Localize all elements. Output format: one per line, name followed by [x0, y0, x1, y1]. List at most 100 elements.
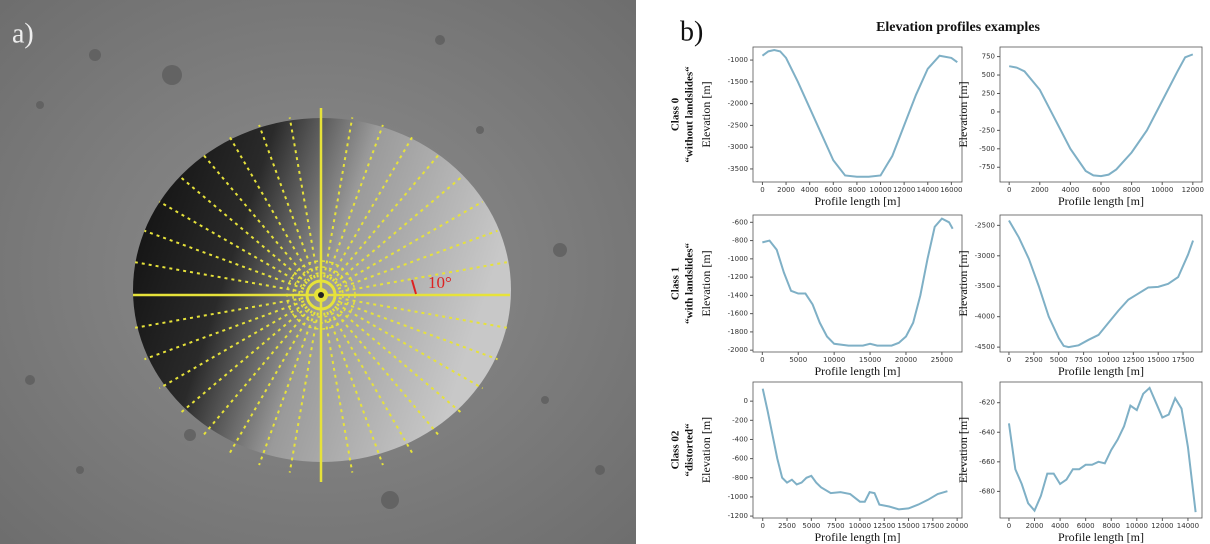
ray: [337, 300, 498, 361]
x-tick-label: 6000: [824, 186, 842, 194]
x-tick-label: 6000: [1092, 186, 1110, 194]
y-axis-label: Elevation [m]: [956, 417, 970, 483]
ray: [134, 261, 304, 293]
profile-line: [761, 388, 948, 511]
x-axis-label: Profile length [m]: [815, 194, 901, 208]
x-tick-label: 0: [1007, 186, 1011, 194]
x-tick-label: 15000: [859, 356, 881, 364]
x-tick-label: 2000: [777, 186, 795, 194]
x-tick-label: 12000: [893, 186, 915, 194]
y-tick-label: -1500: [728, 78, 748, 86]
x-tick-label: 0: [760, 186, 764, 194]
x-tick-label: 6000: [1077, 522, 1095, 530]
x-tick-label: 17500: [1172, 356, 1194, 364]
y-tick-label: -2000: [728, 100, 748, 108]
x-tick-label: 20000: [946, 522, 968, 530]
y-axis-label: Elevation [m]: [956, 250, 970, 316]
y-tick-label: -3000: [728, 143, 748, 151]
x-axis-label: Profile length [m]: [815, 530, 901, 544]
class-label: Class 02: [670, 430, 682, 469]
ray: [158, 200, 306, 287]
x-tick-label: 5000: [789, 356, 807, 364]
profile-line: [1007, 386, 1197, 513]
x-tick-label: 0: [1007, 522, 1011, 530]
x-tick-label: 8000: [1123, 186, 1141, 194]
x-tick-label: 4000: [1051, 522, 1069, 530]
x-tick-label: 15000: [897, 522, 919, 530]
x-tick-label: 14000: [1177, 522, 1199, 530]
profile-line: [761, 49, 958, 178]
y-tick-label: -1400: [728, 291, 748, 299]
x-tick-label: 10000: [1097, 356, 1119, 364]
x-tick-label: 0: [1007, 356, 1011, 364]
profile-line: [1008, 219, 1194, 349]
ray: [338, 261, 508, 293]
x-tick-label: 17500: [922, 522, 944, 530]
x-tick-label: 4000: [801, 186, 819, 194]
y-axis-label: Elevation [m]: [956, 81, 970, 147]
y-tick-label: -1600: [728, 310, 748, 318]
x-tick-label: 0: [760, 522, 764, 530]
y-tick-label: -1000: [728, 493, 748, 501]
y-tick-label: -3000: [975, 252, 995, 260]
x-tick-label: 7500: [827, 522, 845, 530]
x-tick-label: 0: [760, 356, 764, 364]
ray: [258, 124, 316, 279]
ray: [144, 300, 305, 361]
y-axis-label: Elevation [m]: [699, 81, 713, 147]
ray: [337, 229, 498, 290]
figure-title: Elevation profiles examples: [876, 20, 1040, 35]
y-axis-label: Elevation [m]: [699, 417, 713, 483]
ray: [323, 312, 354, 473]
y-tick-label: 250: [982, 89, 995, 97]
x-axis-label: Profile length [m]: [815, 364, 901, 378]
ray: [336, 303, 484, 390]
ray: [288, 312, 319, 473]
panel-label: a): [12, 18, 34, 49]
plot-frame: [752, 381, 963, 519]
x-tick-label: 4000: [1061, 186, 1079, 194]
class-label: Class 1: [670, 267, 682, 300]
x-tick-label: 12000: [1151, 522, 1173, 530]
x-tick-label: 10000: [869, 186, 891, 194]
ray: [336, 200, 484, 287]
profile-line: [1008, 53, 1194, 178]
y-axis-label: Elevation [m]: [699, 250, 713, 316]
x-tick-label: 2500: [778, 522, 796, 530]
y-tick-label: -660: [979, 458, 995, 466]
plot-frame: [999, 46, 1203, 183]
x-tick-label: 2500: [1025, 356, 1043, 364]
x-tick-label: 5000: [802, 522, 820, 530]
x-tick-label: 10000: [823, 356, 845, 364]
x-tick-label: 16000: [940, 186, 962, 194]
y-tick-label: -3500: [975, 282, 995, 290]
x-axis-label: Profile length [m]: [1058, 364, 1144, 378]
y-tick-label: 500: [982, 71, 995, 79]
y-tick-label: -1200: [728, 512, 748, 520]
y-tick-label: -680: [979, 487, 995, 495]
plot-frame: [752, 214, 963, 353]
profile-line: [762, 217, 954, 347]
y-tick-label: -1200: [728, 273, 748, 281]
y-tick-label: -200: [732, 416, 748, 424]
y-tick-label: -600: [732, 218, 748, 226]
ray: [158, 303, 306, 390]
x-tick-label: 7500: [1075, 356, 1093, 364]
ray: [326, 311, 384, 466]
x-tick-label: 12500: [873, 522, 895, 530]
x-tick-label: 2000: [1026, 522, 1044, 530]
y-tick-label: -800: [732, 474, 748, 482]
y-tick-label: -2000: [728, 346, 748, 354]
y-tick-label: -1000: [728, 56, 748, 64]
y-tick-label: -500: [979, 145, 995, 153]
crater-image: [0, 0, 636, 544]
ray: [134, 297, 304, 329]
x-tick-label: 14000: [917, 186, 939, 194]
y-tick-label: -640: [979, 428, 995, 436]
y-tick-label: -2500: [975, 221, 995, 229]
x-tick-label: 20000: [895, 356, 917, 364]
y-tick-label: -600: [732, 455, 748, 463]
y-tick-label: -800: [732, 237, 748, 245]
ray: [144, 229, 305, 290]
